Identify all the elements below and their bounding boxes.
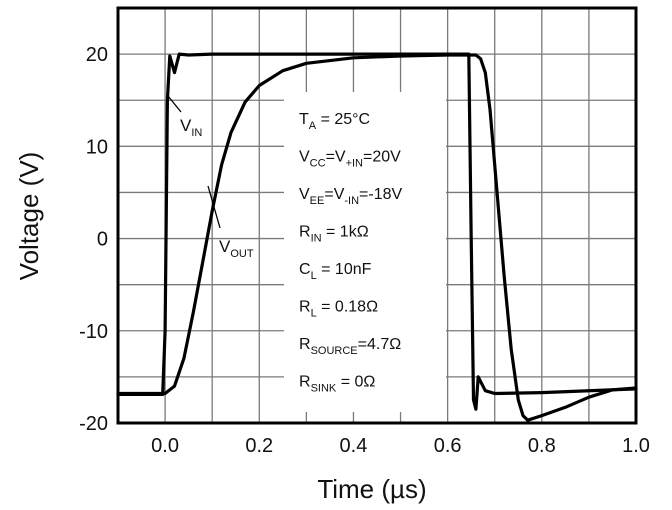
vout-label: VOUT xyxy=(219,237,254,260)
vout-leader-line xyxy=(207,185,221,229)
vin-label: VIN xyxy=(180,116,202,139)
annotation-line: VEE=V-IN=-18V xyxy=(299,186,403,207)
tick-layer: 0.0 0.2 0.4 0.6 0.8 1.0 20 10 0 -10 -20 xyxy=(79,44,650,457)
series-vin-line xyxy=(116,52,638,411)
x-tick-label: 1.0 xyxy=(622,435,650,457)
series-vout-line xyxy=(116,53,638,422)
annotation-box: TA = 25°C VCC=V+IN=20V VEE=V-IN=-18V RIN = … xyxy=(284,92,446,412)
y-axis-label: Voltage (V) xyxy=(14,152,44,281)
annotation-line: RSOURCE=4.7Ω xyxy=(299,336,401,357)
annotation-line: RIN = 1kΩ xyxy=(299,224,369,245)
x-tick-label: 0.0 xyxy=(151,435,179,457)
plot-frame xyxy=(116,6,638,425)
annotation-line: TA = 25°C xyxy=(299,111,370,132)
annotation-line: CL = 10nF xyxy=(299,261,372,282)
y-tick-label: -10 xyxy=(79,321,108,343)
x-tick-label: 0.6 xyxy=(434,435,462,457)
vin-leader-line xyxy=(167,95,182,113)
x-axis-label: Time (µs) xyxy=(317,474,426,504)
y-tick-label: 0 xyxy=(97,229,108,251)
y-tick-label: 20 xyxy=(86,44,108,66)
y-tick-label: -20 xyxy=(79,413,108,435)
x-tick-label: 0.8 xyxy=(528,435,556,457)
annotation-line: VCC=V+IN=20V xyxy=(299,149,401,170)
annotation-line: RSINK = 0Ω xyxy=(299,374,375,395)
label-layer: VIN VOUT xyxy=(167,95,254,260)
y-tick-label: 10 xyxy=(86,136,108,158)
x-tick-label: 0.4 xyxy=(340,435,368,457)
x-tick-label: 0.2 xyxy=(245,435,273,457)
annotation-line: RL = 0.18Ω xyxy=(299,299,378,320)
series-layer xyxy=(116,52,638,422)
